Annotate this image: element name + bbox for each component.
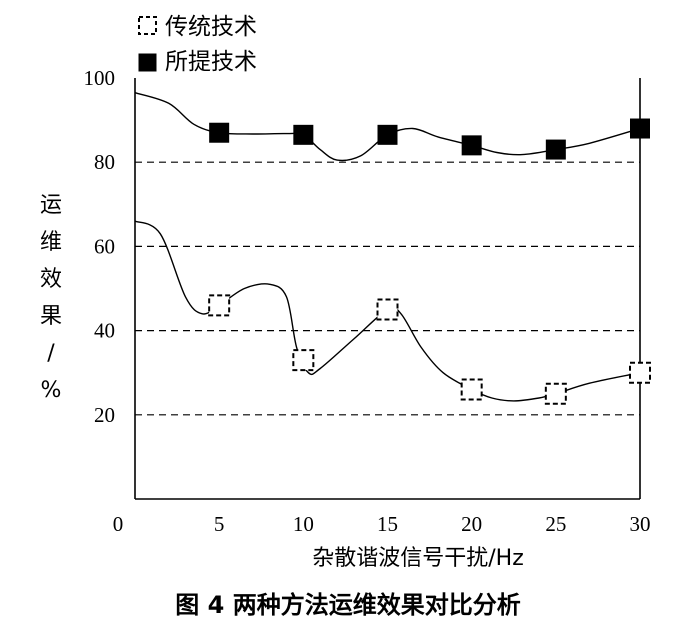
- x-tick-label: 0: [113, 512, 124, 536]
- y-axis-label-char: 果: [40, 304, 62, 329]
- y-tick-label: 100: [84, 66, 116, 90]
- y-axis-label-char: 维: [40, 230, 62, 255]
- data-point-proposed: [630, 118, 650, 139]
- data-point-proposed: [461, 135, 482, 156]
- data-point-proposed: [209, 122, 230, 143]
- y-axis-label-char: 运: [40, 193, 62, 218]
- x-tick-labels: 0 5 10 15 20 25 30: [113, 512, 651, 536]
- data-point-traditional: [292, 349, 315, 372]
- axes: [134, 78, 641, 500]
- x-tick-label: 25: [545, 512, 566, 536]
- data-point-traditional: [544, 382, 567, 405]
- y-axis-label-char: %: [41, 378, 62, 403]
- data-point-proposed: [545, 139, 566, 160]
- y-axis-label-char: 效: [40, 267, 62, 292]
- legend-label-traditional: 传统技术: [165, 14, 257, 40]
- data-point-traditional: [208, 294, 231, 317]
- figure-caption: 图 4 两种方法运维效果对比分析: [175, 591, 520, 619]
- x-tick-label: 10: [293, 512, 314, 536]
- data-point-traditional: [629, 361, 651, 384]
- x-tick-label: 5: [214, 512, 225, 536]
- x-tick-label: 20: [461, 512, 482, 536]
- series-markers: [208, 118, 651, 405]
- y-tick-labels: 20 40 60 80 100: [84, 66, 116, 427]
- data-point-traditional: [460, 378, 483, 401]
- x-tick-label: 30: [630, 512, 651, 536]
- gridlines: [135, 161, 640, 416]
- y-axis-label-char: /: [47, 341, 55, 366]
- y-tick-label: 80: [94, 150, 115, 174]
- y-axis-label: 运维效果 /%: [40, 193, 62, 403]
- x-axis-label: 杂散谐波信号干扰/Hz: [312, 546, 524, 571]
- y-tick-label: 60: [94, 234, 115, 258]
- legend-label-proposed: 所提技术: [165, 49, 257, 75]
- legend: 传统技术 所提技术: [138, 14, 257, 75]
- data-point-proposed: [293, 124, 314, 145]
- y-tick-label: 40: [94, 319, 115, 343]
- x-tick-label: 15: [377, 512, 398, 536]
- y-tick-label: 20: [94, 403, 115, 427]
- legend-symbol-traditional: [138, 16, 157, 35]
- legend-symbol-proposed: [138, 53, 157, 72]
- data-point-traditional: [376, 298, 399, 321]
- data-point-proposed: [377, 124, 398, 145]
